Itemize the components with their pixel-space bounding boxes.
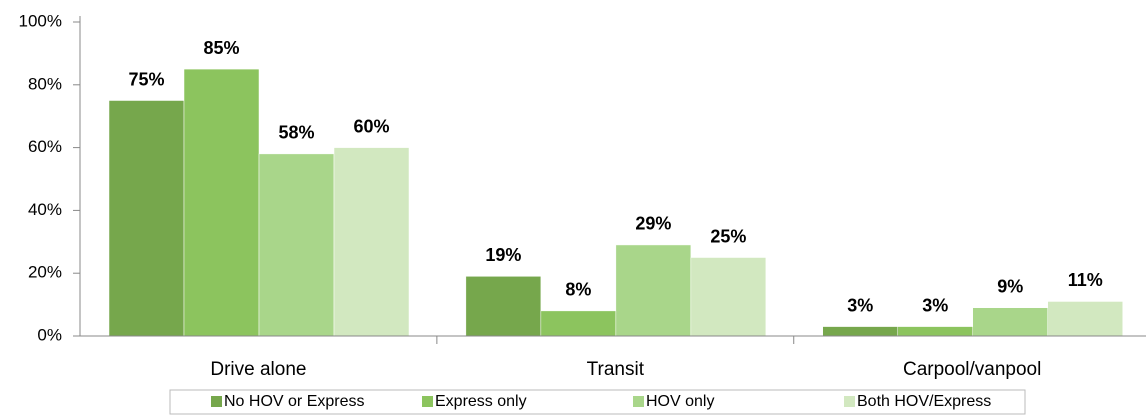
bar (333, 147, 410, 337)
bar (540, 310, 617, 337)
legend-box (169, 389, 1026, 415)
legend-swatch (844, 396, 855, 407)
value-label: 11% (1068, 270, 1103, 290)
value-label: 29% (635, 214, 671, 234)
legend-label: Both HOV/Express (857, 393, 991, 410)
legend-swatch (633, 396, 644, 407)
x-tick-label: Carpool/vanpool (903, 359, 1041, 380)
bar (183, 68, 260, 337)
bar (1047, 301, 1123, 337)
bar (690, 257, 767, 337)
legend-swatch (211, 396, 222, 407)
bar (258, 153, 335, 337)
value-label: 75% (128, 69, 164, 89)
bar (615, 244, 692, 337)
bar (972, 307, 1048, 337)
value-label: 58% (278, 123, 314, 143)
y-tick-label: 0% (37, 325, 62, 344)
bar (822, 326, 898, 337)
legend-swatch (422, 396, 433, 407)
legend-label: HOV only (646, 393, 714, 410)
bar (897, 326, 973, 337)
bar (465, 276, 542, 337)
value-label: 8% (565, 280, 591, 300)
y-tick-label: 60% (28, 137, 62, 156)
value-label: 3% (847, 295, 873, 315)
value-label: 85% (203, 38, 239, 58)
y-tick-label: 20% (28, 263, 62, 282)
y-tick-label: 100% (19, 11, 62, 30)
x-tick-label: Transit (587, 359, 645, 380)
x-tick-label: Drive alone (210, 359, 306, 380)
bar (108, 100, 185, 337)
y-tick-label: 40% (28, 200, 62, 219)
y-tick-label: 80% (28, 74, 62, 93)
value-label: 19% (485, 245, 521, 265)
value-label: 9% (997, 276, 1023, 296)
legend-label: No HOV or Express (224, 393, 364, 410)
legend-label: Express only (435, 393, 527, 410)
value-label: 3% (922, 295, 948, 315)
value-label: 25% (710, 226, 746, 246)
value-label: 60% (353, 116, 389, 136)
